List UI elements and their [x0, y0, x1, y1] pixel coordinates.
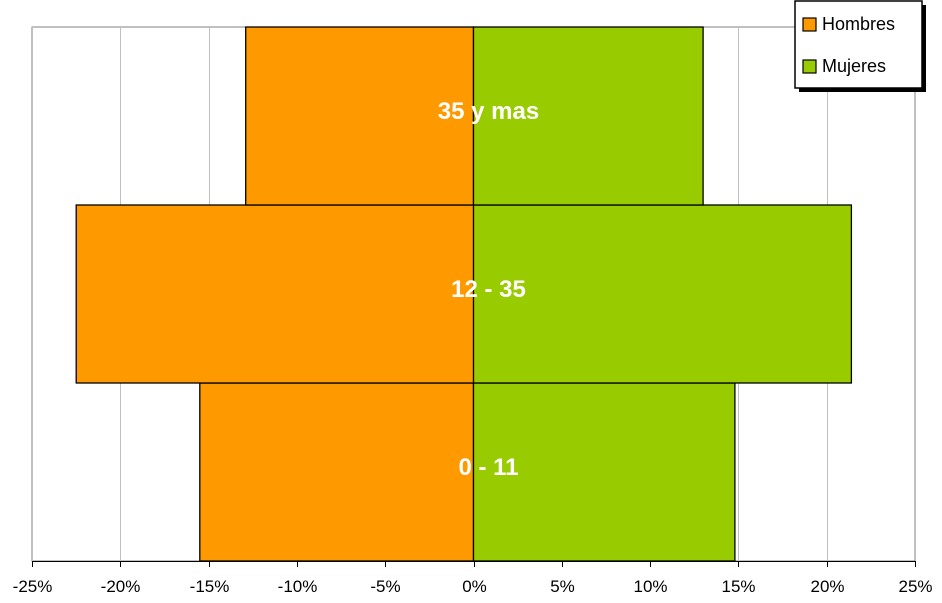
legend: Hombres Mujeres: [794, 0, 926, 92]
bar-hombres-0: [199, 382, 475, 562]
x-tick-label: 25%: [898, 577, 932, 596]
x-tick-label: -20%: [101, 577, 141, 596]
bar-hombres-2: [245, 26, 475, 206]
x-tick-label: -10%: [278, 577, 318, 596]
x-tick-label: 10%: [633, 577, 667, 596]
x-axis: -25% -20% -15% -10% -5% 0% 5% 10% 15% 20% 25%: [13, 561, 933, 596]
category-label: 12 - 35: [451, 276, 526, 303]
bar-mujeres-1: [472, 204, 853, 384]
x-tick-label: -5%: [370, 577, 400, 596]
category-labels: 0 - 11 12 - 35 35 y mas: [438, 98, 539, 481]
category-label: 0 - 11: [458, 454, 518, 481]
x-tick-label: -15%: [190, 577, 230, 596]
x-tick-label: 5%: [550, 577, 575, 596]
x-tick-label: -25%: [13, 577, 53, 596]
bar-mujeres-0: [472, 382, 736, 562]
bar-hombres-1: [75, 204, 475, 384]
x-tick-label: 15%: [721, 577, 755, 596]
legend-swatch-mujeres: [802, 59, 817, 74]
x-tick-label: 0%: [462, 577, 487, 596]
legend-swatch-hombres: [802, 17, 817, 32]
bar-mujeres-2: [472, 26, 704, 206]
bars: [75, 26, 853, 562]
category-label: 35 y mas: [438, 98, 539, 125]
legend-label-mujeres: Mujeres: [822, 56, 886, 76]
legend-label-hombres: Hombres: [822, 14, 895, 34]
x-tick-label: 20%: [810, 577, 844, 596]
